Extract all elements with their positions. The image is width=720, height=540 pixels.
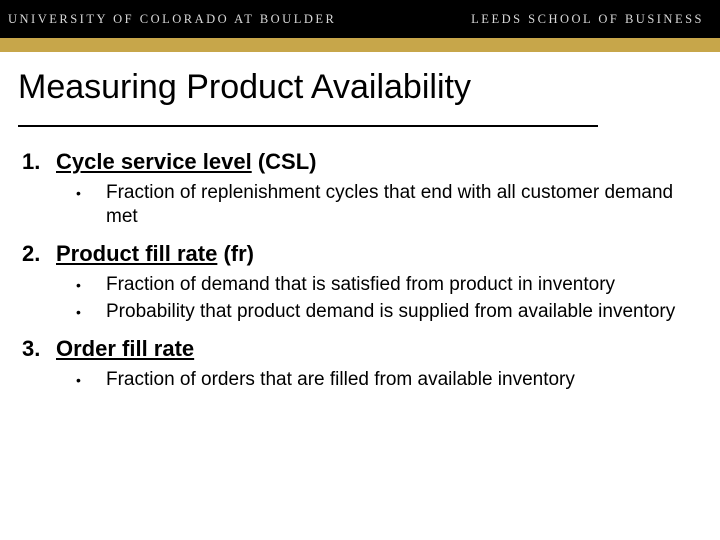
item-term: Order fill rate <box>56 336 194 362</box>
bullet-item: • Fraction of demand that is satisfied f… <box>76 273 686 297</box>
item-term: Product fill rate (fr) <box>56 241 254 267</box>
item-term: Cycle service level (CSL) <box>56 149 316 175</box>
bullet-icon: • <box>76 273 106 295</box>
list-item: 3. Order fill rate • Fraction of orders … <box>22 336 686 392</box>
term-underlined: Product fill rate <box>56 241 217 266</box>
term-underlined: Order fill rate <box>56 336 194 361</box>
title-container: Measuring Product Availability <box>0 52 720 115</box>
bullet-text: Fraction of replenishment cycles that en… <box>106 181 686 229</box>
sub-bullets: • Fraction of orders that are filled fro… <box>76 368 686 392</box>
bullet-text: Fraction of demand that is satisfied fro… <box>106 273 686 297</box>
bullet-item: • Fraction of orders that are filled fro… <box>76 368 686 392</box>
header-bar: UNIVERSITY OF COLORADO AT BOULDER LEEDS … <box>0 0 720 38</box>
term-underlined: Cycle service level <box>56 149 252 174</box>
item-number: 3. <box>22 336 56 362</box>
sub-bullets: • Fraction of demand that is satisfied f… <box>76 273 686 325</box>
bullet-icon: • <box>76 368 106 390</box>
item-number: 1. <box>22 149 56 175</box>
header-right-text: LEEDS SCHOOL OF BUSINESS <box>471 12 704 27</box>
bullet-text: Probability that product demand is suppl… <box>106 300 686 324</box>
list-item: 1. Cycle service level (CSL) • Fraction … <box>22 149 686 229</box>
content-area: 1. Cycle service level (CSL) • Fraction … <box>0 127 720 392</box>
list-item: 2. Product fill rate (fr) • Fraction of … <box>22 241 686 325</box>
bullet-icon: • <box>76 300 106 322</box>
term-paren: (CSL) <box>252 149 317 174</box>
item-heading: 3. Order fill rate <box>22 336 686 362</box>
slide-title: Measuring Product Availability <box>18 68 702 107</box>
header-left-text: UNIVERSITY OF COLORADO AT BOULDER <box>8 12 336 27</box>
item-heading: 1. Cycle service level (CSL) <box>22 149 686 175</box>
bullet-item: • Probability that product demand is sup… <box>76 300 686 324</box>
item-number: 2. <box>22 241 56 267</box>
sub-bullets: • Fraction of replenishment cycles that … <box>76 181 686 229</box>
bullet-text: Fraction of orders that are filled from … <box>106 368 686 392</box>
numbered-list: 1. Cycle service level (CSL) • Fraction … <box>22 149 686 392</box>
term-paren: (fr) <box>217 241 254 266</box>
bullet-item: • Fraction of replenishment cycles that … <box>76 181 686 229</box>
bullet-icon: • <box>76 181 106 203</box>
item-heading: 2. Product fill rate (fr) <box>22 241 686 267</box>
gold-accent-bar <box>0 38 720 52</box>
